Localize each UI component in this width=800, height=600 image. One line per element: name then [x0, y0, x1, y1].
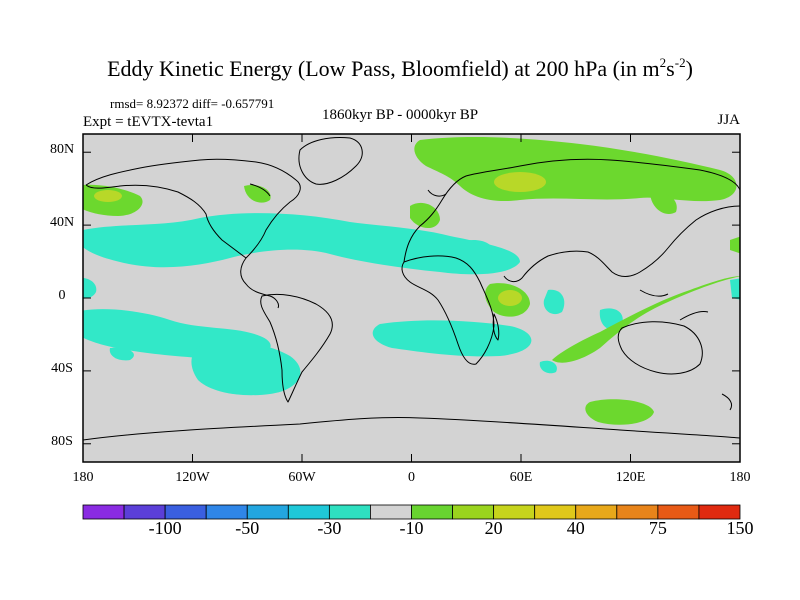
colorbar-box	[493, 504, 536, 520]
axis-ticks	[82, 134, 741, 462]
colorbar-label: 20	[484, 518, 503, 538]
x-tick-label: 60W	[288, 470, 316, 485]
period-label: 1860kyr BP - 0000kyr BP	[322, 107, 479, 123]
x-tick-label: 180	[729, 470, 751, 485]
colorbar-box	[246, 504, 289, 520]
colorbar-box	[411, 504, 453, 520]
colorbar-box	[328, 504, 371, 520]
colorbar-label: -50	[235, 518, 260, 538]
y-tick-label: 80S	[51, 433, 73, 449]
map-field	[83, 134, 740, 462]
figure-title: Eddy Kinetic Energy (Low Pass, Bloomfiel…	[107, 55, 693, 81]
colorbar	[82, 504, 741, 520]
y-tick-label: 40S	[51, 360, 73, 376]
x-tick-label: 120E	[615, 470, 646, 485]
colorbar-box	[534, 504, 577, 520]
antarctica-coastline	[83, 416, 740, 441]
y-tick-label: 80N	[49, 142, 75, 158]
experiment-label: Expt = tEVTX-tevta1	[83, 114, 214, 130]
y-tick-label: 40N	[49, 215, 75, 231]
colorbar-label: -30	[317, 518, 342, 538]
colorbar-box	[452, 504, 495, 520]
colorbar-box	[575, 504, 618, 520]
colorbar-label: 40	[566, 518, 585, 538]
colorbar-box	[205, 504, 248, 520]
stats-text: rmsd= 8.92372 diff= -0.657791	[110, 96, 275, 111]
x-tick-label: 60E	[509, 470, 533, 485]
x-tick-label: 0	[408, 470, 415, 485]
colorbar-label: 150	[726, 518, 754, 538]
colorbar-box	[82, 504, 125, 520]
y-tick-label: 0	[58, 288, 66, 303]
colorbar-box	[698, 504, 741, 520]
colorbar-box	[287, 504, 330, 520]
coastlines	[85, 137, 740, 411]
colorbar-box	[123, 504, 166, 520]
colorbar-label: -10	[399, 518, 424, 538]
colorbar-label: -100	[148, 518, 182, 538]
strong-positive-areas	[94, 172, 546, 306]
negative-anomaly-areas	[83, 213, 740, 396]
colorbar-label: 75	[648, 518, 667, 538]
x-tick-label: 120W	[175, 470, 210, 485]
colorbar-box	[164, 504, 207, 520]
season-label: JJA	[717, 112, 740, 128]
x-tick-label: 180	[72, 470, 94, 485]
colorbar-box	[616, 504, 659, 520]
colorbar-box	[370, 504, 412, 520]
colorbar-box	[657, 504, 700, 520]
